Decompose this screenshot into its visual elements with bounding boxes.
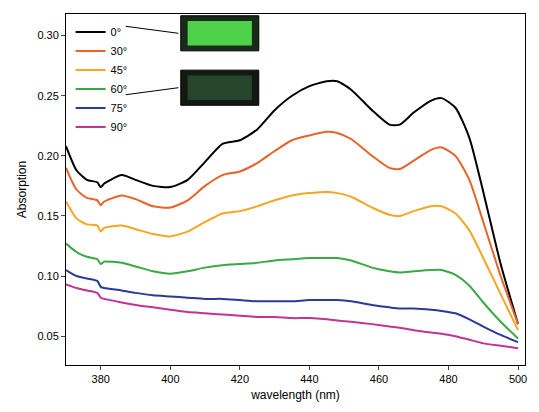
svg-text:380: 380	[92, 373, 110, 385]
svg-text:90°: 90°	[111, 121, 128, 133]
svg-text:0.25: 0.25	[37, 90, 58, 102]
svg-text:0.05: 0.05	[37, 330, 58, 342]
svg-text:0.10: 0.10	[37, 270, 58, 282]
svg-text:Absorption: Absorption	[15, 161, 29, 218]
svg-text:500: 500	[509, 373, 527, 385]
svg-text:75°: 75°	[111, 102, 128, 114]
svg-text:60°: 60°	[111, 83, 128, 95]
svg-text:400: 400	[161, 373, 179, 385]
svg-text:0.15: 0.15	[37, 210, 58, 222]
svg-text:wavelength (nm): wavelength (nm)	[250, 388, 340, 402]
svg-text:0.30: 0.30	[37, 29, 58, 41]
svg-text:420: 420	[231, 373, 249, 385]
svg-text:45°: 45°	[111, 64, 128, 76]
svg-text:30°: 30°	[111, 45, 128, 57]
svg-text:460: 460	[370, 373, 388, 385]
svg-text:0°: 0°	[111, 26, 122, 38]
svg-text:480: 480	[439, 373, 457, 385]
svg-text:440: 440	[300, 373, 318, 385]
svg-text:0.20: 0.20	[37, 150, 58, 162]
